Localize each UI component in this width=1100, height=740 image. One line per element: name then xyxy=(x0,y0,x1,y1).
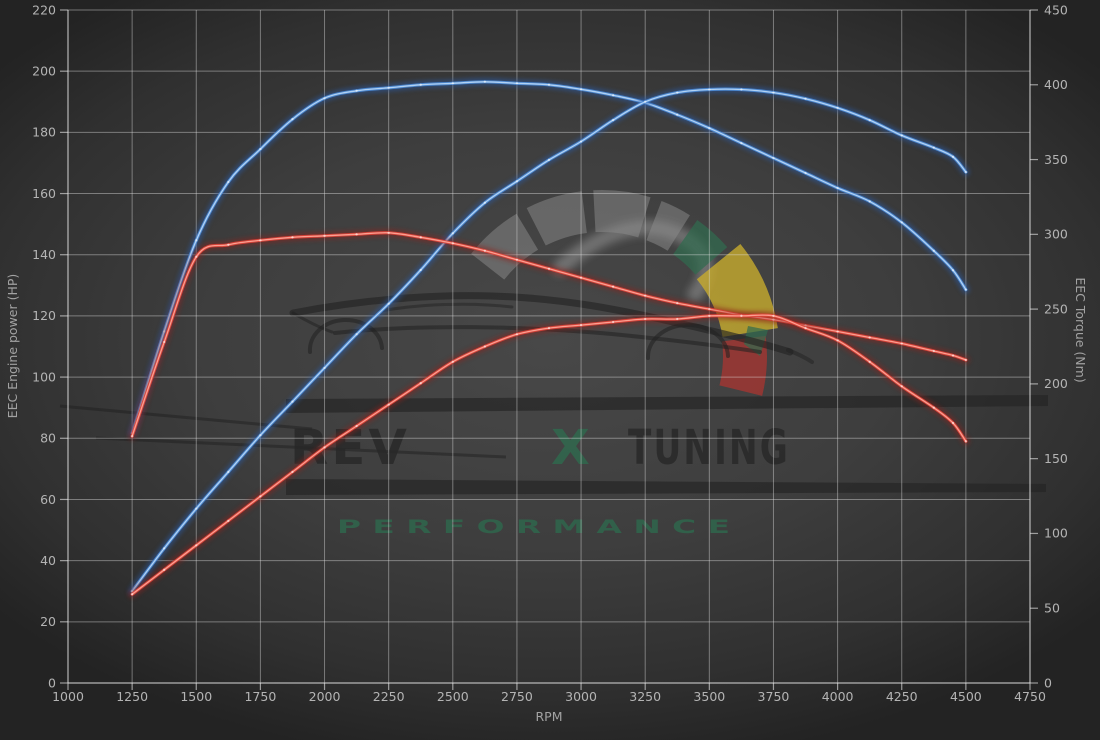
x-tick-label: 2750 xyxy=(501,689,533,704)
right-tick-label: 200 xyxy=(1044,376,1068,391)
gridlines xyxy=(67,9,1031,684)
x-tick-label: 4000 xyxy=(822,689,854,704)
right-tick-label: 400 xyxy=(1044,77,1068,92)
axes xyxy=(60,9,1038,690)
left-tick-label: 220 xyxy=(32,2,56,17)
right-tick-label: 0 xyxy=(1044,675,1052,690)
speed-lines xyxy=(59,395,1048,495)
x-tick-label: 3750 xyxy=(758,689,790,704)
right-tick-label: 150 xyxy=(1044,451,1068,466)
x-tick-label: 2250 xyxy=(373,689,405,704)
x-tick-label: 3500 xyxy=(693,689,725,704)
right-tick-label: 300 xyxy=(1044,227,1068,242)
x-tick-label: 4750 xyxy=(1014,689,1046,704)
right-tick-label: 450 xyxy=(1044,2,1068,17)
right-tick-label: 250 xyxy=(1044,301,1068,316)
left-tick-label: 0 xyxy=(48,675,56,690)
watermark-brand: REV X TUNING xyxy=(290,420,790,476)
left-tick-label: 60 xyxy=(40,492,56,507)
x-tick-label: 1750 xyxy=(244,689,276,704)
stock-power-curve xyxy=(128,311,970,599)
gauge-icon xyxy=(471,190,778,396)
tuned-power-curve xyxy=(128,85,970,596)
left-tick-label: 160 xyxy=(32,186,56,201)
x-tick-label: 3250 xyxy=(629,689,661,704)
x-tick-label: 2500 xyxy=(437,689,469,704)
right-tick-label: 50 xyxy=(1044,601,1060,616)
watermark-performance: P E R F O R M A N C E xyxy=(337,516,730,538)
left-tick-label: 40 xyxy=(40,553,56,568)
left-tick-label: 20 xyxy=(40,614,56,629)
right-tick-label: 350 xyxy=(1044,152,1068,167)
car-silhouette-icon xyxy=(289,292,814,364)
tick-labels: 0 20 40 60 80 100 120 140 160 180 200 220 0 50 100 150 2… xyxy=(32,2,1068,704)
right-tick-label: 100 xyxy=(1044,526,1068,541)
x-tick-label: 1500 xyxy=(180,689,212,704)
left-axis-title: EEC Engine power (HP) xyxy=(5,274,20,419)
x-tick-label: 4500 xyxy=(950,689,982,704)
x-tick-label: 1000 xyxy=(52,689,84,704)
x-tick-label: 1250 xyxy=(116,689,148,704)
curves xyxy=(128,77,970,599)
left-tick-label: 80 xyxy=(40,431,56,446)
x-tick-label: 3000 xyxy=(565,689,597,704)
left-tick-label: 140 xyxy=(32,247,56,262)
stock-torque-curve xyxy=(128,228,970,441)
left-tick-label: 180 xyxy=(32,125,56,140)
x-tick-label: 4250 xyxy=(886,689,918,704)
left-tick-label: 200 xyxy=(32,63,56,78)
left-tick-label: 100 xyxy=(32,369,56,384)
x-tick-label: 2000 xyxy=(309,689,341,704)
right-axis-title: EEC Torque (Nm) xyxy=(1073,277,1088,382)
x-axis-title: RPM xyxy=(535,709,562,724)
tuned-torque-curve xyxy=(128,77,970,438)
left-tick-label: 120 xyxy=(32,308,56,323)
